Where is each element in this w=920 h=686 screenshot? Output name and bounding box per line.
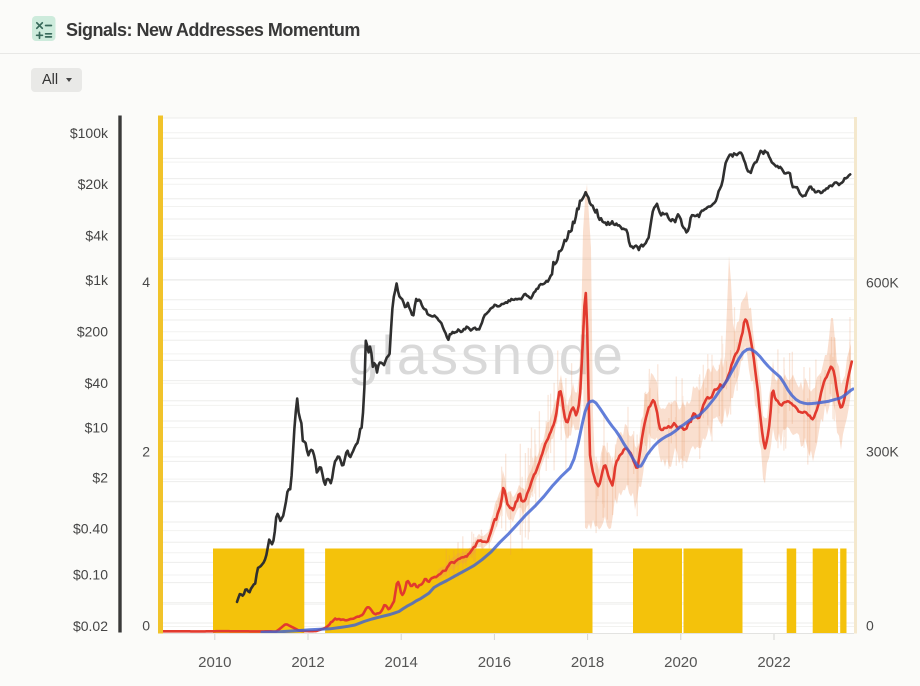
svg-text:4: 4 (142, 274, 150, 290)
svg-text:600K: 600K (866, 274, 899, 290)
svg-text:$20k: $20k (78, 176, 109, 192)
svg-text:$200: $200 (77, 323, 108, 339)
svg-text:$0.10: $0.10 (73, 566, 108, 582)
svg-text:$0.40: $0.40 (73, 520, 108, 536)
svg-text:$2: $2 (92, 469, 108, 485)
svg-text:2014: 2014 (385, 654, 418, 671)
svg-text:$100k: $100k (70, 125, 109, 141)
svg-text:$1k: $1k (85, 272, 109, 288)
svg-text:$4k: $4k (85, 227, 109, 243)
svg-text:glassnode: glassnode (348, 324, 626, 386)
svg-text:2020: 2020 (664, 654, 697, 671)
svg-text:2010: 2010 (198, 654, 231, 671)
svg-text:2012: 2012 (291, 654, 324, 671)
svg-text:300K: 300K (866, 443, 899, 459)
svg-text:2022: 2022 (757, 654, 790, 671)
svg-text:2016: 2016 (478, 654, 511, 671)
svg-text:0: 0 (142, 617, 150, 633)
svg-text:0: 0 (866, 617, 874, 633)
svg-text:$0.02: $0.02 (73, 618, 108, 634)
svg-text:2018: 2018 (571, 654, 604, 671)
svg-text:2: 2 (142, 443, 150, 459)
svg-text:$40: $40 (85, 375, 109, 391)
svg-text:$10: $10 (85, 419, 109, 435)
